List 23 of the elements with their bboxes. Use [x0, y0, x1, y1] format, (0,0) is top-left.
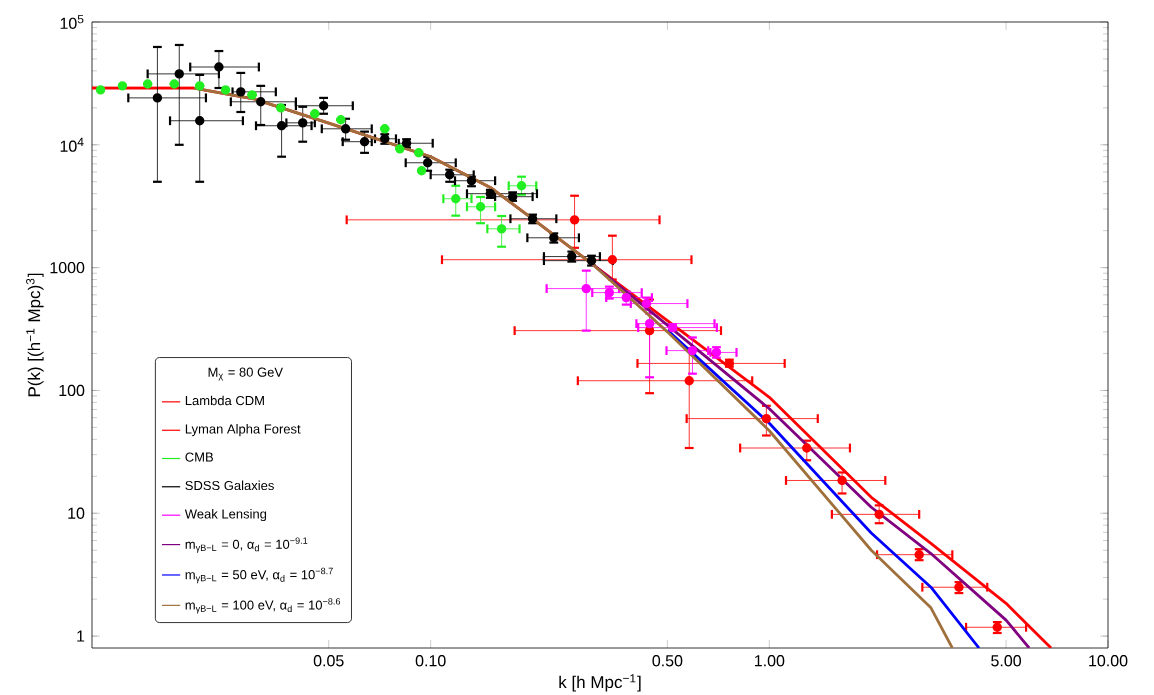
legend-label: Lyman Alpha Forest [185, 424, 301, 437]
x-tick-label: 1.00 [754, 655, 785, 667]
legend-label: Weak Lensing [184, 508, 267, 522]
legend-label: CMB [185, 452, 213, 462]
x-axis-title: k [h Mpc$^{−1}$] [559, 674, 641, 692]
x-tick-label: 0.05 [313, 655, 344, 667]
y-tick-label: 1 [77, 630, 85, 642]
legend-label: m$_{γB−L}$ = 0, α$_{d}$ = 10$^{−9.1}$ [185, 537, 308, 553]
legend-label: SDSS Galaxies [185, 480, 274, 491]
legend-title: M$_{χ}$ = 80 GeV [208, 367, 283, 381]
legend-label: m$_{γB−L}$ = 50 eV, α$_{d}$ = 10$^{−8.7}$ [185, 567, 333, 584]
x-tick-label: 5.00 [991, 655, 1022, 667]
y-tick-label: 1000 [50, 261, 85, 274]
y-axis-title: P(k) [(h$^{−1}$ Mpc)$^{3}$] [26, 273, 44, 397]
y-tick-label: 10$^{5}$ [60, 14, 84, 30]
y-tick-label: 10$^{4}$ [60, 137, 84, 152]
x-tick-label: 0.50 [652, 655, 683, 667]
legend-label: m$_{γB−L}$ = 100 eV, α$_{d}$ = 10$^{−8.6}$ [185, 598, 341, 614]
x-tick-label: 0.10 [415, 655, 446, 667]
y-tick-label: 10 [68, 507, 85, 519]
legend-label: Lambda CDM [185, 395, 264, 406]
x-tick-label: 10.00 [1089, 655, 1128, 667]
y-tick-label: 100 [59, 384, 85, 397]
